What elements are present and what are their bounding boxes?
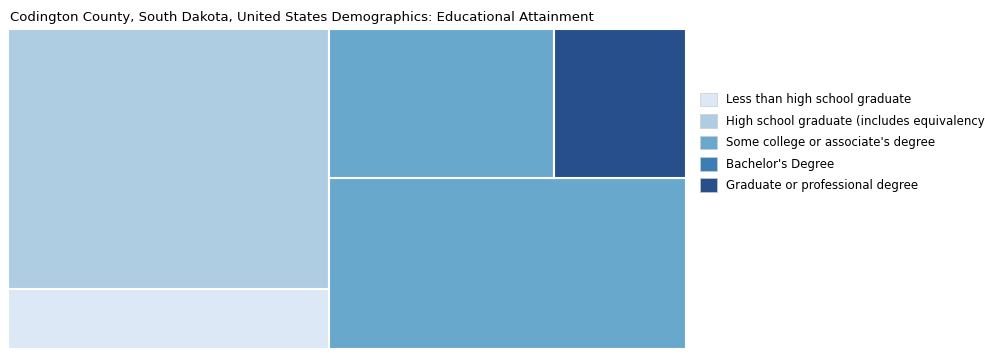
Bar [554, 29, 686, 178]
Text: Codington County, South Dakota, United States Demographics: Educational Attainme: Codington County, South Dakota, United S… [10, 11, 594, 24]
Legend: Less than high school graduate, High school graduate (includes equivalency), Som: Less than high school graduate, High sch… [700, 93, 985, 192]
Bar [8, 29, 329, 289]
Bar [8, 289, 329, 349]
Bar [329, 29, 554, 178]
Bar [329, 178, 686, 349]
